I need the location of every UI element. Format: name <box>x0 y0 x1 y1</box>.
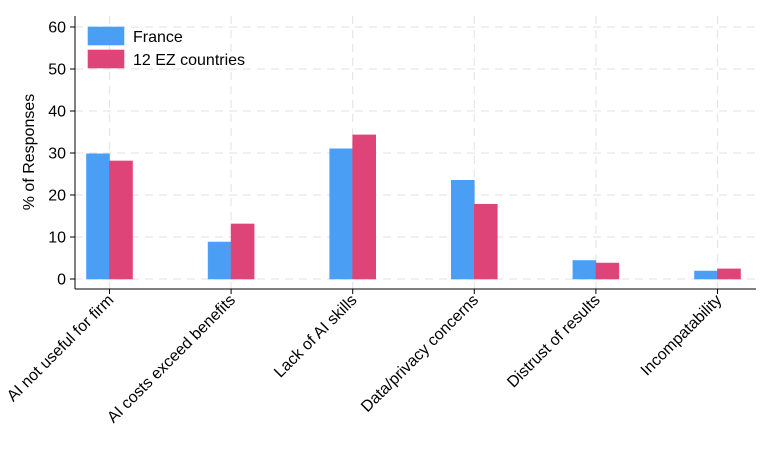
x-tick-label: AI costs exceed benefits <box>104 292 239 427</box>
legend-swatch-12-ez-countries <box>87 49 125 69</box>
bar-france <box>207 241 232 280</box>
legend-label: 12 EZ countries <box>133 52 245 69</box>
legend: France 12 EZ countries <box>87 26 245 69</box>
y-axis-label: % of Responses <box>21 94 38 211</box>
legend-swatch-france <box>87 26 125 46</box>
bar-12-ez-countries <box>230 223 255 280</box>
y-tick-label: 60 <box>48 20 66 37</box>
bar-france <box>572 260 597 280</box>
y-tick-label: 10 <box>48 230 66 247</box>
bar-france <box>329 148 354 280</box>
bar-france <box>86 153 110 280</box>
bar-12-ez-countries <box>595 262 620 280</box>
x-tick-label: Incompatability <box>638 292 725 379</box>
x-tick-label: Data/privacy concerns <box>358 292 482 416</box>
bar-12-ez-countries <box>473 203 498 280</box>
bar-12-ez-countries <box>717 268 741 280</box>
bar-12-ez-countries <box>109 160 133 280</box>
bar-france <box>694 270 718 280</box>
grid-lines <box>75 16 756 289</box>
y-tick-label: 40 <box>48 104 66 121</box>
bars <box>86 134 741 280</box>
bar-france <box>450 180 475 280</box>
x-tick-label: Lack of AI skills <box>271 292 360 381</box>
y-tick-label: 0 <box>57 272 66 289</box>
y-tick-label: 30 <box>48 146 66 163</box>
y-tick-label: 20 <box>48 188 66 205</box>
legend-label: France <box>133 29 183 46</box>
axes <box>70 16 756 294</box>
x-tick-label: AI not useful for firm <box>4 292 117 405</box>
bar-12-ez-countries <box>352 134 377 280</box>
x-tick-label: Distrust of results <box>504 292 603 391</box>
y-tick-label: 50 <box>48 62 66 79</box>
